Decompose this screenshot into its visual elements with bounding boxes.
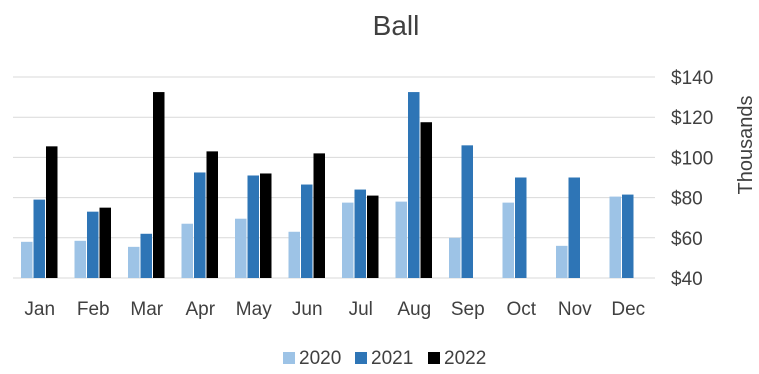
legend-label-2021: 2021 [371,348,413,369]
y-tick-label: $80 [671,189,703,210]
bar-2020-aug [395,201,407,278]
bar-2021-sep [461,145,473,278]
legend-swatch-2020 [283,352,295,364]
legend-label-2020: 2020 [299,348,341,369]
x-axis-tick-labels: Jan Feb Mar Apr May Jun Jul Aug Sep Oct Nov Dec [24,299,645,320]
x-tick-label: Mar [130,299,163,320]
bar-2022-apr [206,151,218,278]
bar-2022-jul [367,195,379,278]
bar-2022-aug [420,122,432,278]
x-tick-label: Dec [611,299,645,320]
bar-2020-sep [449,237,461,278]
bar-2021-nov [568,177,580,278]
bar-2022-may [260,173,272,278]
bar-2020-jan [21,241,33,278]
bar-2020-jun [288,231,300,278]
x-tick-label: Aug [397,299,431,320]
y-tick-label: $120 [671,108,713,129]
bar-2022-jun [313,153,325,278]
bar-2020-jul [342,202,354,278]
x-tick-label: Feb [77,299,110,320]
bar-2020-oct [502,202,514,278]
bar-2021-jun [301,184,313,278]
y-tick-label: $40 [671,269,703,290]
bar-2021-aug [408,92,420,278]
bar-2021-oct [515,177,527,278]
legend: 2020 2021 2022 [283,348,486,369]
y-axis-unit-label: Thousands [735,96,757,195]
x-tick-label: Apr [185,299,215,320]
bar-2021-apr [194,172,206,278]
bar-2020-nov [556,245,568,278]
bar-2020-apr [181,223,193,278]
y-tick-label: $140 [671,68,713,89]
bar-series [21,92,634,278]
y-tick-label: $100 [671,148,713,169]
bar-2020-feb [74,240,86,278]
bar-2021-jan [33,199,45,278]
y-axis-tick-labels: $40 $60 $80 $100 $120 $140 [671,68,713,290]
bar-2021-jul [354,189,366,278]
chart-title: Ball [373,10,420,41]
x-tick-label: Oct [506,299,536,320]
bar-2022-jan [46,146,58,278]
legend-swatch-2021 [355,352,367,364]
bar-2021-feb [87,211,99,278]
legend-label-2022: 2022 [444,348,486,369]
bar-2022-mar [153,92,165,278]
y-tick-label: $60 [671,229,703,250]
gridlines [13,76,655,279]
bar-2020-mar [128,246,140,278]
x-tick-label: Nov [558,299,592,320]
bar-2022-feb [99,207,111,278]
bar-2021-mar [140,233,152,278]
x-tick-label: Jan [24,299,55,320]
x-tick-label: May [236,299,272,320]
x-tick-label: Jun [292,299,323,320]
x-tick-label: Sep [451,299,485,320]
legend-swatch-2022 [428,352,440,364]
bar-2020-may [235,218,247,278]
bar-2021-dec [622,194,634,278]
bar-2021-may [247,175,259,278]
x-tick-label: Jul [349,299,373,320]
bar-2020-dec [609,196,621,278]
